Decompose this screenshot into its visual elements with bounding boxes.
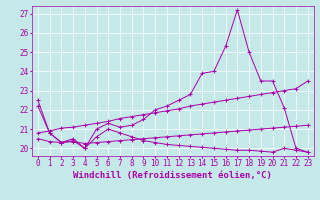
X-axis label: Windchill (Refroidissement éolien,°C): Windchill (Refroidissement éolien,°C): [73, 171, 272, 180]
